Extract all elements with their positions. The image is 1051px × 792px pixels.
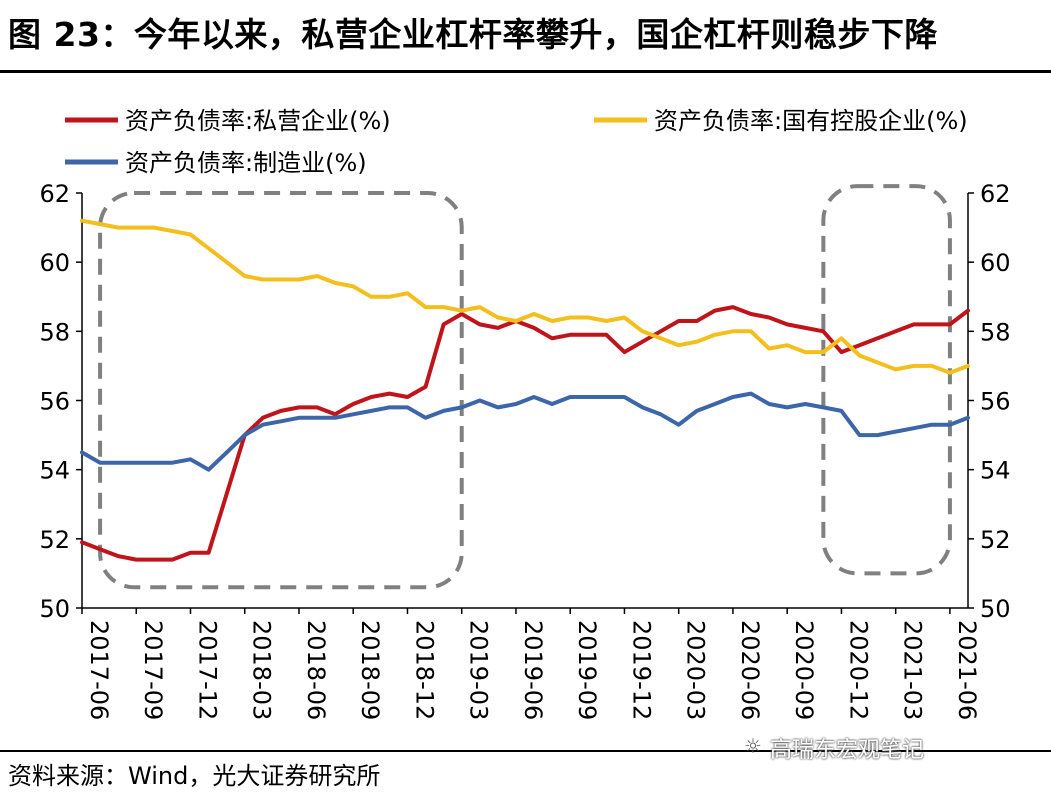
y-tick-label-left: 50 [39, 595, 70, 623]
axes: 50 50 52 52 54 54 56 56 58 58 60 60 62 62 2017-06 2017-… [39, 180, 1010, 720]
footer-divider [0, 750, 1051, 752]
legend-label-private: 资产负债率:私营企业(%) [125, 107, 391, 135]
x-tick-label: 2019-06 [519, 620, 547, 720]
y-tick-label-right: 52 [980, 526, 1011, 554]
series-line-mfg [80, 391, 970, 472]
line-chart: 资产负债率:私营企业(%) 资产负债率:国有控股企业(%) 资产负债率:制造业(… [39, 107, 1010, 720]
x-tick-label: 2019-03 [465, 620, 493, 720]
legend-label-soe: 资产负债率:国有控股企业(%) [654, 107, 968, 135]
highlight-boxes [98, 184, 952, 590]
y-tick-label-right: 60 [980, 249, 1011, 277]
x-tick-label: 2018-03 [248, 620, 276, 720]
y-tick-label-left: 58 [39, 318, 70, 346]
series-line-private [80, 305, 970, 562]
series-lines [80, 218, 970, 562]
y-tick-label-right: 54 [980, 457, 1011, 485]
legend-label-mfg: 资产负债率:制造业(%) [125, 149, 367, 177]
y-tick-label-left: 56 [39, 388, 70, 416]
y-tick-label-right: 62 [980, 180, 1011, 208]
x-tick-label: 2021-03 [899, 620, 927, 720]
x-tick-label: 2018-06 [302, 620, 330, 720]
x-tick-label: 2017-12 [193, 620, 221, 720]
source-note: 资料来源：Wind，光大证券研究所 [8, 762, 381, 790]
y-tick-label-right: 56 [980, 388, 1011, 416]
y-tick-label-right: 50 [980, 595, 1011, 623]
x-tick-label: 2020-12 [844, 620, 872, 720]
x-tick-label: 2020-06 [736, 620, 764, 720]
x-tick-label: 2017-06 [85, 620, 113, 720]
y-tick-label-left: 52 [39, 526, 70, 554]
watermark: 高瑞东宏观笔记 [770, 738, 925, 763]
highlight-box [98, 191, 464, 590]
x-tick-label: 2019-09 [573, 620, 601, 720]
x-tick-label: 2018-12 [410, 620, 438, 720]
highlight-box [821, 184, 952, 576]
x-tick-label: 2021-06 [953, 620, 981, 720]
y-tick-label-right: 58 [980, 318, 1011, 346]
wechat-icon: ☼ [744, 734, 762, 758]
x-tick-label: 2020-09 [790, 620, 818, 720]
legend: 资产负债率:私营企业(%) 资产负债率:国有控股企业(%) 资产负债率:制造业(… [65, 107, 968, 177]
y-tick-label-left: 60 [39, 249, 70, 277]
y-tick-label-left: 62 [39, 180, 70, 208]
chart-title: 图 23：今年以来，私营企业杠杆率攀升，国企杠杆则稳步下降 [8, 15, 938, 54]
title-divider [0, 70, 1051, 73]
x-tick-label: 2019-12 [627, 620, 655, 720]
y-tick-label-left: 54 [39, 457, 70, 485]
series-line-soe [80, 218, 970, 375]
x-tick-label: 2017-09 [139, 620, 167, 720]
x-tick-label: 2018-09 [356, 620, 384, 720]
x-tick-label: 2020-03 [682, 620, 710, 720]
